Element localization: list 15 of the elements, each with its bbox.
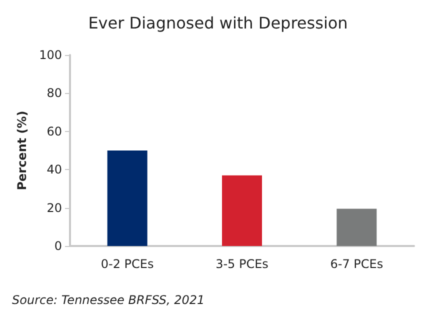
chart-title: Ever Diagnosed with Depression — [88, 14, 348, 32]
y-tick-label: 20 — [46, 200, 62, 215]
y-tick-label: 40 — [46, 162, 62, 177]
y-tick-label: 80 — [46, 86, 62, 100]
x-tick-label: 3-5 PCEs — [216, 257, 268, 271]
bar — [222, 175, 262, 246]
y-tick-label: 0 — [54, 239, 62, 253]
y-tick-label: 60 — [46, 124, 62, 138]
bar — [107, 150, 148, 246]
bar — [336, 208, 377, 246]
y-tick-label: 100 — [39, 48, 62, 62]
source-note: Source: Tennessee BRFSS, 2021 — [12, 293, 205, 307]
x-tick-label: 6-7 PCEs — [330, 257, 384, 271]
y-axis-title: Percent (%) — [15, 110, 29, 190]
x-tick-label: 0-2 PCEs — [100, 257, 154, 271]
